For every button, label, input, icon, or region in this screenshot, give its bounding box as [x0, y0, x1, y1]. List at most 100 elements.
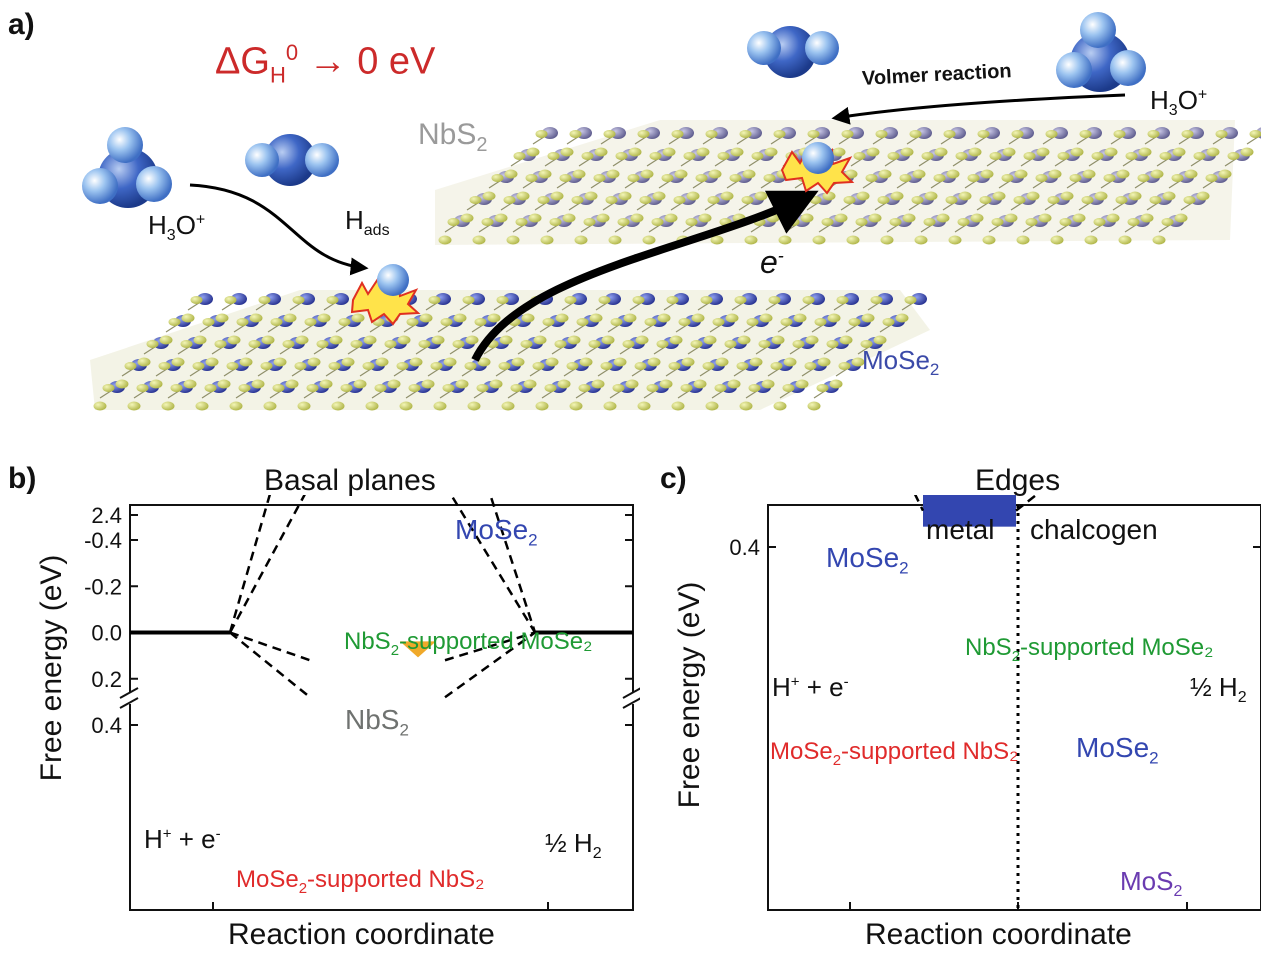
- mose2-chalcogen-atom: [714, 384, 727, 392]
- nbs2-chalcogen-atom: [1047, 196, 1060, 204]
- mose2-chalcogen-atom: [316, 340, 329, 348]
- mose2-chalcogen-atom: [227, 335, 241, 345]
- nbs2-chalcogen-atom: [1036, 147, 1050, 157]
- nbs2-chalcogen-atom: [899, 174, 912, 182]
- panel-c-initial-label: H+ + e-: [772, 672, 849, 702]
- mose2-chalcogen-atom: [328, 362, 341, 370]
- nbs2-chalcogen-atom: [642, 235, 656, 245]
- region-label-chalcogen: chalcogen: [1030, 514, 1158, 545]
- mose2-chalcogen-atom: [792, 340, 805, 348]
- nbs2-chalcogen-atom: [596, 213, 610, 223]
- mose2-chalcogen-atom: [341, 357, 355, 367]
- mose2-chalcogen-atom: [338, 318, 351, 326]
- nbs2-chalcogen-atom: [1081, 196, 1094, 204]
- nbs2-chalcogen-atom: [729, 174, 742, 182]
- mose2-chalcogen-atom: [603, 401, 617, 411]
- nbs2-chalcogen-atom: [933, 174, 946, 182]
- mose2-chalcogen-atom: [870, 296, 883, 304]
- connector-right: [489, 495, 537, 633]
- nbs2-chalcogen-atom: [494, 213, 508, 223]
- nbs2-chalcogen-atom: [800, 213, 814, 223]
- h3o-molecule-left: [82, 127, 172, 208]
- axis-break-mark: [622, 697, 640, 709]
- mose2-chalcogen-atom: [671, 401, 685, 411]
- mose2-chalcogen-atom: [93, 401, 107, 411]
- mose2-chalcogen-atom: [465, 335, 479, 345]
- nbs2-chalcogen-atom: [936, 213, 950, 223]
- mose2-chalcogen-atom: [567, 335, 581, 345]
- nbs2-chalcogen-atom: [606, 169, 620, 179]
- nbs2-chalcogen-atom: [549, 218, 562, 226]
- mose2-chalcogen-atom: [374, 384, 387, 392]
- mose2-chalcogen-atom: [564, 296, 577, 304]
- nbs2-chalcogen-atom: [934, 147, 948, 157]
- y-tick-label: 0.4: [91, 713, 122, 738]
- nbs2-chalcogen-atom: [1240, 147, 1254, 157]
- mose2-chalcogen-atom: [149, 379, 163, 389]
- nbs2-chalcogen-atom: [640, 169, 654, 179]
- nbs2-chalcogen-atom: [1171, 174, 1184, 182]
- nbs2-chalcogen-atom: [914, 235, 928, 245]
- mose2-chalcogen-atom: [827, 313, 841, 323]
- panel-b-final-label: ½ H2: [545, 828, 602, 863]
- nbs2-chalcogen-atom: [921, 152, 934, 160]
- mose2-chalcogen-atom: [239, 357, 253, 367]
- mose2-chalcogen-atom: [161, 401, 175, 411]
- mose2-chalcogen-atom: [839, 335, 853, 345]
- nbs2-chalcogen-atom: [525, 174, 538, 182]
- nbs2-chalcogen-atom: [661, 174, 674, 182]
- mose2-chalcogen-atom: [802, 296, 815, 304]
- nbs2-chalcogen-atom: [720, 191, 734, 201]
- nbs2-chalcogen-atom: [1137, 174, 1150, 182]
- mose2-chalcogen-atom: [180, 340, 193, 348]
- mose2-chalcogen-atom: [260, 362, 273, 370]
- y-tick-label: -0.2: [84, 574, 122, 599]
- mose2-chalcogen-atom: [816, 384, 829, 392]
- mose2-chalcogen-atom: [294, 362, 307, 370]
- nbs2-chalcogen-atom: [1094, 191, 1108, 201]
- mose2-chalcogen-atom: [600, 362, 613, 370]
- nbs2-chalcogen-atom: [560, 147, 574, 157]
- nbs2-chalcogen-atom: [834, 213, 848, 223]
- mose2-chalcogen-atom: [680, 384, 693, 392]
- nbs2-chalcogen-atom: [821, 218, 834, 226]
- nbs2-chalcogen-atom: [1181, 130, 1194, 138]
- nbs2-chalcogen-atom: [1023, 152, 1036, 160]
- panel-b-label: b): [8, 462, 37, 495]
- nbs2-chalcogen-atom: [812, 235, 826, 245]
- nbs2-chalcogen-atom: [447, 218, 460, 226]
- mose2-chalcogen-atom: [520, 340, 533, 348]
- nbs2-chalcogen-atom: [1128, 191, 1142, 201]
- starburst-left: [350, 277, 421, 326]
- y-tick-label: 0.4: [729, 535, 760, 560]
- mose2-chalcogen-atom: [780, 318, 793, 326]
- mose2-chalcogen-atom: [656, 340, 669, 348]
- nbs2-chalcogen-atom: [639, 196, 652, 204]
- nbs2-chalcogen-atom: [651, 218, 664, 226]
- mose2-chalcogen-atom: [258, 296, 271, 304]
- mose2-chalcogen-atom: [226, 362, 239, 370]
- mose2-chalcogen-atom: [622, 340, 635, 348]
- nbs2-chalcogen-atom: [890, 191, 904, 201]
- mose2-chalcogen-atom: [190, 296, 203, 304]
- mose2-chalcogen-atom: [702, 362, 715, 370]
- nbs2-chalcogen-atom: [923, 218, 936, 226]
- panel-c-label: c): [660, 462, 687, 495]
- nbs2-chalcogen-atom: [1011, 130, 1024, 138]
- nbs2-chalcogen-atom: [982, 235, 996, 245]
- mose2-chalcogen-atom: [353, 379, 367, 389]
- mose2-chalcogen-atom: [396, 362, 409, 370]
- chart-basal-planes: 2.42.01.61.20.40.20.0-0.2-0.4: [84, 495, 640, 911]
- nbs2-chalcogen-atom: [1048, 169, 1062, 179]
- nbs2-chalcogen-atom: [515, 218, 528, 226]
- mose2-chalcogen-atom: [229, 401, 243, 411]
- mose2-chalcogen-atom: [703, 335, 717, 345]
- nbs2-chalcogen-atom: [594, 147, 608, 157]
- nbs2-chalcogen-atom: [844, 169, 858, 179]
- mose2-chalcogen-atom: [477, 357, 491, 367]
- mose2-chalcogen-atom: [421, 379, 435, 389]
- mose2-chalcogen-atom: [193, 335, 207, 345]
- nbs2-chalcogen-atom: [1193, 152, 1206, 160]
- mose2-chalcogen-atom: [623, 313, 637, 323]
- nbs2-chalcogen-atom: [980, 169, 994, 179]
